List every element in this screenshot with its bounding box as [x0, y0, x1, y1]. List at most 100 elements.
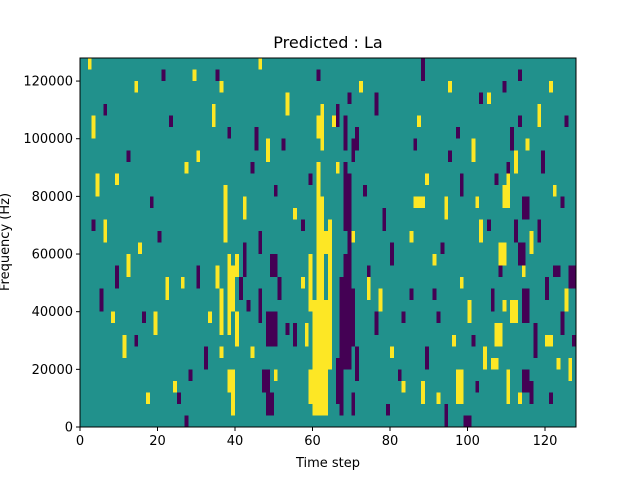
heatmap-cell-high: [316, 230, 325, 301]
heatmap-cell-high: [103, 219, 108, 243]
heatmap-cell-high: [304, 323, 309, 347]
heatmap-cell-high: [483, 346, 487, 370]
heatmap-cell-high: [227, 369, 235, 393]
heatmap-cell-high: [316, 115, 321, 139]
heatmap-cell-low: [335, 357, 340, 404]
y-tick-label: 60000: [32, 248, 73, 263]
heatmap-cell-high: [552, 184, 557, 197]
heatmap-cell-high: [312, 300, 328, 416]
heatmap-cell-high: [211, 104, 216, 128]
heatmap-cell-low: [215, 69, 220, 82]
heatmap-cell-low: [529, 380, 534, 404]
heatmap-cell-low: [238, 277, 243, 301]
heatmap-cell-low: [266, 311, 278, 347]
heatmap-cell-low: [343, 161, 348, 231]
heatmap-cell-high: [258, 58, 263, 70]
heatmap-cell-high: [564, 288, 569, 312]
heatmap-cell-low: [486, 219, 491, 231]
heatmap-cell-low: [374, 92, 379, 116]
heatmap-cell-high: [471, 138, 476, 162]
heatmap-cell-low: [269, 254, 278, 278]
heatmap-cell-low: [266, 392, 274, 416]
y-tick-label: 40000: [32, 305, 73, 320]
heatmap-cell-low: [521, 288, 530, 324]
x-axis-label: Time step: [295, 456, 360, 471]
heatmap-cell-low: [545, 277, 549, 301]
heatmap-cell-low: [455, 127, 460, 139]
heatmap-cell-low: [277, 277, 282, 301]
heatmap-cell-high: [510, 300, 518, 324]
heatmap-cell-high: [436, 392, 441, 404]
heatmap-cell-low: [572, 334, 577, 347]
heatmap-cell-high: [424, 173, 429, 185]
heatmap-cell-high: [444, 196, 449, 220]
heatmap-cell-low: [448, 150, 453, 162]
heatmap-cell-low: [258, 288, 263, 324]
heatmap-cell-low: [281, 138, 286, 151]
heatmap-cell-high: [207, 311, 212, 324]
heatmap-cell-high: [506, 369, 511, 404]
heatmap-cell-high: [320, 104, 325, 151]
heatmap-cell-high: [331, 115, 336, 128]
heatmap-cell-high: [455, 369, 464, 404]
y-tick-label: 100000: [23, 132, 73, 147]
heatmap-cell-low: [374, 311, 379, 335]
heatmap-cell-high: [525, 138, 530, 151]
heatmap-cell-high: [359, 81, 363, 93]
heatmap-cell-low: [134, 334, 139, 347]
heatmap-cell-low: [300, 219, 305, 231]
heatmap-cell-low: [479, 92, 484, 105]
plot-frame: [79, 57, 577, 428]
heatmap-cell-low: [293, 323, 298, 347]
heatmap-cell-high: [91, 115, 96, 139]
heatmap-cell-low: [386, 403, 391, 416]
heatmap-cell-high: [452, 334, 456, 347]
heatmap-cell-low: [444, 403, 449, 427]
heatmap-cell-high: [308, 369, 313, 404]
heatmap-cell-high: [266, 138, 270, 162]
heatmap-cell-high: [335, 161, 340, 174]
heatmap-cell-high: [421, 380, 425, 404]
heatmap-cell-low: [421, 58, 425, 82]
heatmap-cell-high: [196, 150, 201, 162]
heatmap-cell-high: [219, 81, 224, 93]
chart-title: Predicted : La: [273, 33, 382, 52]
heatmap-cell-high: [316, 161, 321, 197]
heatmap-cell-low: [475, 380, 480, 393]
heatmap-cell-high: [498, 242, 507, 266]
heatmap-cell-high: [184, 161, 189, 174]
heatmap-cell-low: [285, 323, 290, 335]
plot-area: [79, 57, 577, 428]
heatmap-cell-high: [486, 92, 491, 105]
heatmap-cell-high: [366, 277, 371, 301]
heatmap-cell-low: [339, 277, 344, 416]
heatmap-cell-low: [440, 242, 445, 255]
heatmap-cell-low: [502, 81, 507, 93]
heatmap-cell-high: [502, 184, 511, 208]
heatmap-cell-low: [564, 115, 569, 128]
heatmap-cell-low: [347, 92, 352, 105]
heatmap-cell-low: [432, 288, 437, 301]
heatmap-cell-low: [161, 69, 166, 82]
heatmap-cell-high: [475, 196, 480, 208]
heatmap-cell-high: [273, 369, 278, 381]
heatmap-cell-low: [347, 173, 352, 255]
heatmap-cell-high: [138, 242, 143, 255]
heatmap-cell-low: [413, 138, 418, 151]
heatmap-cell-low: [227, 127, 232, 139]
y-tick-label: 80000: [32, 190, 73, 205]
heatmap-cell-low: [99, 288, 104, 312]
heatmap-cell-low: [401, 311, 406, 324]
heatmap-cell-low: [436, 311, 441, 324]
x-axis: 0 20 40 60 80 100 120: [76, 427, 557, 449]
heatmap-cell-high: [145, 392, 150, 404]
heatmap-cell-low: [362, 184, 367, 197]
heatmap-cell-high: [514, 150, 518, 174]
heatmap-cell-low: [409, 288, 414, 301]
heatmap-cell-low: [471, 334, 476, 347]
heatmap-cell-high: [285, 92, 290, 116]
x-tick-label: 20: [149, 434, 166, 449]
heatmap-cell-low: [149, 196, 154, 208]
